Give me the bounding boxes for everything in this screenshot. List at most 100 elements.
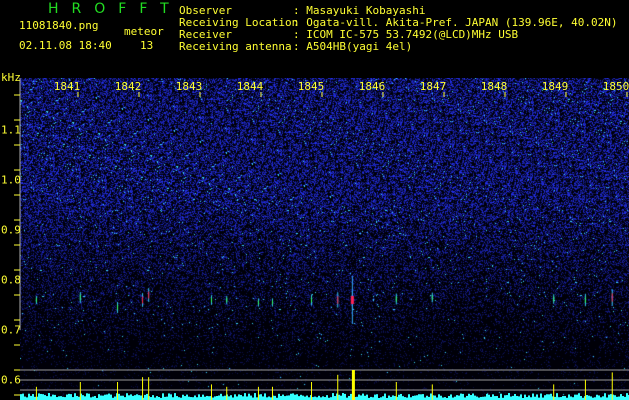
histogram-bar [170, 394, 172, 400]
histogram-bar [130, 394, 132, 400]
histogram-bar [204, 396, 206, 400]
histogram-bar [432, 395, 434, 400]
histogram-bar [302, 395, 304, 400]
histogram-bar [392, 395, 394, 400]
histogram-bar [518, 396, 520, 400]
x-tick-label: 1846 [358, 80, 386, 93]
echo-bar [431, 384, 433, 400]
histogram-bar [186, 394, 188, 400]
histogram-bar [560, 397, 562, 400]
histogram-bar [206, 395, 208, 400]
histogram-bar [408, 394, 410, 400]
location-label: Receiving Location [179, 16, 299, 29]
x-tick-label: 1841 [53, 80, 81, 93]
histogram-bar [384, 393, 386, 400]
receiver-value: : ICOM IC-575 53.7492(@LCD)MHz USB [293, 28, 519, 41]
histogram-bar [400, 393, 402, 400]
histogram-bar [600, 397, 602, 400]
histogram-bar [180, 397, 182, 400]
histogram-bar [540, 393, 542, 400]
histogram-bar [34, 396, 36, 400]
histogram-bar [98, 394, 100, 400]
histogram-bar [274, 395, 276, 400]
histogram-bar [122, 395, 124, 400]
histogram-bar [494, 396, 496, 400]
histogram-bar [168, 393, 170, 400]
histogram-bar [340, 395, 342, 400]
histogram-bar [244, 393, 246, 400]
histogram-bar [364, 395, 366, 400]
x-tick-label: 1844 [236, 80, 264, 93]
histogram-bar [26, 397, 28, 400]
histogram-bar [608, 394, 610, 400]
histogram-bar [524, 394, 526, 400]
histogram-bar [250, 395, 252, 400]
histogram-bar [132, 395, 134, 400]
histogram-bar [198, 394, 200, 400]
histogram-bar [342, 393, 344, 400]
histogram-bar [580, 396, 582, 400]
histogram-bar [276, 397, 278, 400]
location-value: : Ogata-vill. Akita-Pref. JAPAN (139.96E… [293, 16, 618, 29]
histogram-bar [284, 396, 286, 400]
observer-value: : Masayuki Kobayashi [293, 4, 426, 17]
histogram-bar [420, 394, 422, 400]
histogram-bar [200, 396, 202, 400]
histogram-bar [604, 393, 606, 400]
histogram-bar [24, 396, 26, 400]
histogram-bar [140, 395, 142, 400]
histogram-bar [178, 397, 180, 400]
histogram-bar [526, 397, 528, 400]
histogram-bar [394, 396, 396, 400]
histogram-bar [304, 396, 306, 400]
meteor-label: meteor [124, 25, 164, 38]
x-tick-label: 1848 [480, 80, 508, 93]
histogram-bar [554, 396, 556, 400]
histogram-bar [436, 397, 438, 400]
y-tick-label: 1.0 [1, 173, 21, 187]
histogram-bar [30, 395, 32, 400]
histogram-bar [112, 397, 114, 400]
histogram-bar [202, 394, 204, 400]
histogram-bar [614, 395, 616, 400]
histogram-bar [52, 394, 54, 400]
histogram-bar [572, 397, 574, 400]
app-title: HROFFT [48, 1, 182, 17]
histogram-bar [428, 396, 430, 400]
histogram-bar [568, 394, 570, 400]
echo-bar [271, 386, 273, 400]
histogram-bar [74, 393, 76, 400]
y-tick-label: 0.6 [1, 373, 21, 387]
histogram-bar [458, 395, 460, 400]
histogram-bar [86, 393, 88, 400]
histogram-bar [310, 395, 312, 400]
histogram-bar [296, 394, 298, 400]
histogram-bar [318, 395, 320, 400]
x-tick-label: 1850 [602, 80, 629, 93]
histogram-bar [514, 393, 516, 400]
histogram-bar [328, 397, 330, 400]
histogram-bar [452, 397, 454, 400]
histogram-bar [378, 397, 380, 400]
histogram-bar [578, 393, 580, 400]
histogram-bar [102, 395, 104, 400]
histogram-bar [270, 397, 272, 400]
histogram-bar [22, 393, 24, 400]
histogram-bar [530, 397, 532, 400]
histogram-bar [616, 396, 618, 400]
histogram-bar [234, 394, 236, 400]
histogram-bar [64, 397, 66, 400]
histogram-bar [156, 396, 158, 400]
histogram-bar [208, 396, 210, 400]
echo-bar [257, 386, 259, 400]
histogram-bar [126, 393, 128, 400]
histogram-bar [246, 396, 248, 400]
histogram-bar [338, 394, 340, 400]
histogram-bar [478, 397, 480, 400]
histogram-bar [120, 395, 122, 400]
histogram-bar [366, 394, 368, 400]
echo-bar [142, 377, 144, 400]
histogram-bar [550, 393, 552, 400]
histogram-bar [228, 396, 230, 400]
histogram-bar [82, 395, 84, 400]
